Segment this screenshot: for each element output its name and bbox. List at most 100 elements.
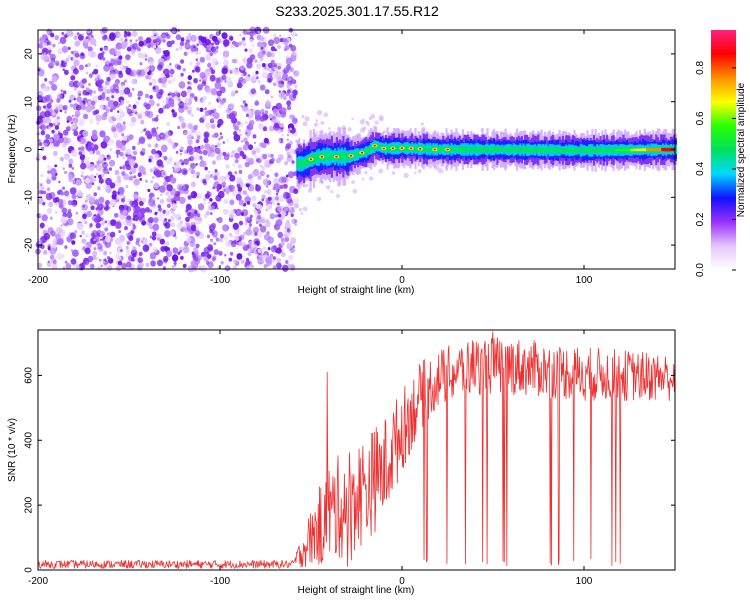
noise-speck — [165, 73, 170, 79]
noise-speck — [206, 68, 210, 72]
noise-speck — [39, 183, 43, 187]
noise-speck — [216, 90, 222, 97]
noise-speck — [122, 135, 128, 141]
noise-speck — [77, 82, 81, 86]
noise-speck — [237, 164, 242, 169]
noise-speck — [98, 178, 104, 184]
noise-speck — [169, 140, 174, 146]
noise-speck — [124, 226, 128, 231]
noise-speck — [117, 110, 120, 113]
noise-speck — [151, 117, 156, 122]
noise-speck — [165, 103, 171, 109]
noise-speck — [112, 117, 117, 122]
noise-speck — [178, 196, 186, 205]
signal-band-cell — [486, 146, 489, 153]
noise-speck — [136, 210, 144, 219]
noise-speck — [274, 122, 280, 129]
noise-speck — [51, 263, 58, 270]
noise-speck — [42, 42, 48, 48]
noise-speck — [316, 196, 322, 202]
noise-speck — [290, 45, 297, 52]
noise-speck — [233, 58, 238, 64]
signal-band-cell — [606, 146, 609, 154]
noise-speck — [238, 169, 243, 174]
noise-speck — [43, 49, 46, 53]
noise-speck — [236, 177, 243, 185]
signal-hotspot — [654, 148, 658, 152]
noise-speck — [102, 161, 108, 169]
noise-speck — [209, 144, 217, 152]
signal-band-cell — [604, 148, 607, 153]
noise-speck — [191, 221, 195, 224]
noise-speck — [206, 234, 211, 239]
noise-speck — [54, 164, 57, 168]
noise-speck — [125, 184, 129, 189]
signal-band-cell — [347, 151, 350, 162]
signal-band-cell — [524, 146, 527, 153]
noise-speck — [157, 64, 163, 71]
noise-speck — [230, 154, 234, 158]
noise-speck — [88, 89, 93, 95]
noise-speck — [140, 119, 145, 125]
noise-speck — [246, 177, 254, 185]
noise-speck — [261, 218, 266, 224]
noise-speck — [187, 195, 192, 200]
noise-speck — [74, 110, 81, 117]
signal-band-cell — [502, 147, 505, 152]
noise-speck — [202, 115, 207, 120]
noise-speck — [276, 257, 282, 263]
noise-speck — [93, 192, 97, 197]
noise-speck — [367, 123, 370, 126]
noise-speck — [191, 163, 195, 167]
noise-speck — [184, 97, 190, 104]
noise-speck — [84, 38, 89, 44]
noise-speck — [52, 238, 57, 244]
noise-speck — [238, 220, 244, 226]
signal-band-cell — [601, 147, 604, 154]
noise-speck — [36, 238, 42, 245]
noise-speck — [285, 68, 290, 73]
noise-speck — [204, 166, 208, 171]
noise-speck — [51, 129, 55, 134]
noise-speck — [62, 90, 67, 95]
noise-speck — [89, 263, 95, 269]
noise-speck — [58, 180, 61, 184]
noise-speck — [151, 127, 157, 133]
noise-speck — [101, 114, 108, 121]
noise-speck — [215, 77, 221, 83]
noise-speck — [251, 195, 257, 202]
noise-speck — [92, 110, 98, 116]
noise-speck — [46, 207, 53, 214]
noise-speck — [139, 177, 143, 181]
noise-speck — [113, 60, 119, 66]
noise-speck — [302, 121, 308, 127]
noise-speck — [256, 256, 260, 260]
signal-band-cell — [594, 147, 597, 154]
noise-speck — [72, 119, 77, 124]
noise-speck — [144, 93, 150, 99]
signal-band-cell — [609, 146, 612, 154]
noise-speck — [196, 135, 201, 140]
noise-speck — [228, 103, 234, 110]
noise-speck — [278, 91, 286, 99]
noise-speck — [246, 57, 253, 64]
noise-speck — [216, 98, 219, 102]
noise-speck — [229, 209, 235, 216]
noise-speck — [76, 222, 84, 231]
signal-band-cell — [299, 160, 302, 167]
noise-speck — [261, 194, 266, 200]
noise-speck — [263, 137, 269, 144]
noise-speck — [234, 171, 238, 175]
noise-speck — [197, 84, 203, 91]
noise-speck — [183, 51, 188, 56]
signal-band-cell — [412, 146, 415, 152]
noise-speck — [213, 181, 221, 189]
noise-speck — [129, 200, 135, 206]
signal-band-cell — [574, 146, 578, 154]
signal-band-cell — [525, 146, 528, 154]
noise-speck — [261, 71, 268, 79]
signal-band-cell — [506, 146, 509, 153]
noise-speck — [120, 198, 126, 203]
noise-speck — [210, 69, 216, 75]
noise-speck — [130, 69, 137, 77]
